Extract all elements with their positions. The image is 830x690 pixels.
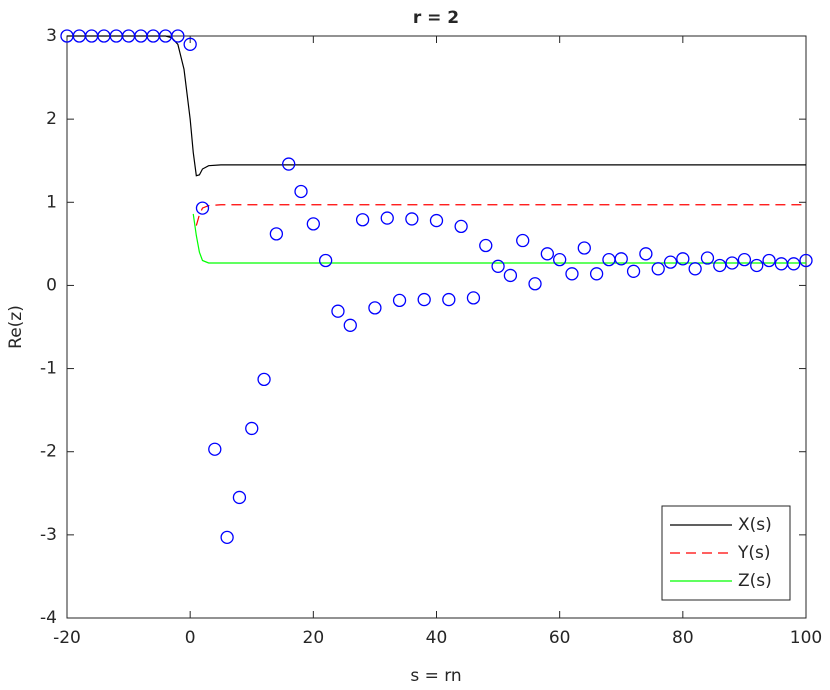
x-tick-label: 100 (790, 628, 822, 648)
y-tick-label: -3 (40, 525, 57, 545)
data-point (466, 291, 481, 305)
data-point (294, 184, 308, 199)
data-point (220, 530, 234, 545)
data-point (688, 262, 702, 276)
data-point (343, 318, 357, 332)
data-point (392, 293, 407, 308)
data-point (479, 238, 493, 253)
data-point (651, 262, 665, 276)
data-point (368, 301, 382, 315)
data-point (577, 241, 591, 255)
data-point (429, 213, 444, 228)
data-point (614, 252, 628, 266)
data-point (663, 255, 678, 269)
data-point (787, 257, 801, 271)
x-tick-label: 0 (185, 628, 196, 648)
data-point (208, 442, 222, 456)
data-point (713, 258, 727, 273)
x-tick-label: -20 (53, 628, 81, 648)
data-point (269, 227, 284, 241)
y-tick-label: 3 (46, 26, 57, 46)
y-tick-label: 0 (46, 275, 57, 295)
data-point (516, 233, 530, 248)
y-tick-label: 1 (46, 192, 57, 212)
data-point (380, 211, 394, 225)
data-point (503, 268, 518, 283)
data-point (171, 29, 185, 43)
data-point (405, 212, 419, 226)
data-point (750, 258, 764, 273)
data-point (245, 421, 259, 436)
data-point (232, 490, 247, 505)
y-tick-label: -2 (40, 442, 57, 462)
data-point (183, 37, 197, 51)
chart-title: r = 2 (413, 8, 459, 28)
y-tick-label: -4 (40, 608, 57, 628)
data-point (331, 304, 345, 318)
data-point (442, 292, 456, 307)
x-tick-label: 20 (303, 628, 325, 648)
data-point (565, 267, 579, 281)
data-point (318, 253, 333, 268)
data-point (195, 201, 210, 215)
line (192, 213, 806, 264)
legend-label: X(s) (738, 515, 772, 535)
data-point (762, 253, 776, 268)
data-point (528, 277, 542, 291)
line (195, 204, 806, 226)
data-point (725, 256, 739, 270)
data-point (306, 217, 320, 231)
data-point (626, 264, 641, 278)
data-point (676, 252, 690, 266)
data-point (639, 247, 653, 261)
y-tick-label: -1 (40, 359, 57, 379)
data-point (540, 247, 554, 261)
data-point (417, 292, 431, 307)
x-tick-label: 60 (549, 628, 571, 648)
y-axis-label: Re(z) (6, 305, 26, 349)
data-point (737, 253, 752, 267)
x-tick-label: 80 (672, 628, 694, 648)
x-tick-label: 40 (426, 628, 448, 648)
data-point (454, 219, 468, 234)
data-point (700, 251, 715, 265)
legend-label: Z(s) (738, 571, 772, 591)
x-axis-label: s = rn (410, 666, 461, 686)
data-point (589, 267, 604, 281)
data-point (553, 253, 567, 267)
legend-label: Y(s) (737, 543, 771, 563)
data-point (355, 213, 370, 227)
data-point (257, 372, 271, 387)
data-point (491, 259, 505, 273)
y-tick-label: 2 (46, 109, 57, 129)
data-point (799, 253, 813, 268)
data-point (282, 157, 296, 171)
